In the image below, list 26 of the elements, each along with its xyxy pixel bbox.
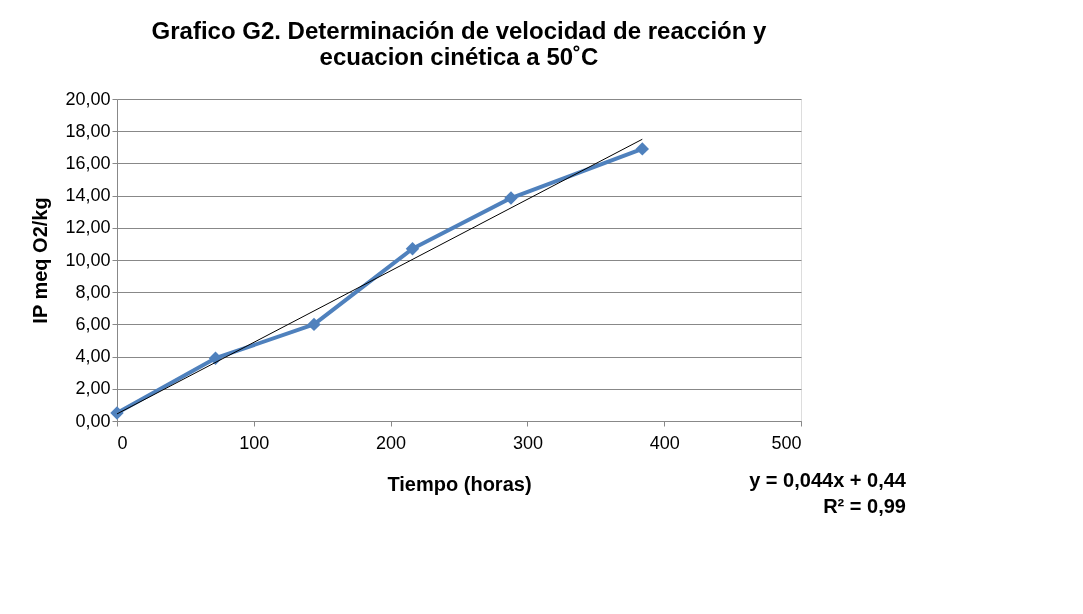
y-tick-label: 20,00: [65, 88, 111, 109]
x-tick-label: 300: [512, 432, 543, 453]
x-tick-label: 200: [376, 432, 407, 453]
point: [405, 242, 420, 256]
x-tick-label: 400: [649, 432, 680, 453]
y-axis-title: IP meq O2/kg: [29, 197, 52, 324]
chart-title: Grafico G2. Determinación de velocidad de reacción y ecuacion cinética a 50˚C: [151, 17, 768, 70]
y-tick-label: 2,00: [75, 378, 111, 399]
y-tick-label: 18,00: [65, 120, 111, 141]
point: [504, 191, 518, 205]
x-tick-label: 100: [239, 432, 270, 453]
text: R² = 0,99: [823, 495, 906, 517]
y-tick-label: 0,00: [75, 410, 111, 431]
y-tick-label: 8,00: [75, 281, 111, 302]
y-tick-label: 14,00: [65, 185, 111, 206]
point: [635, 142, 650, 156]
y-tick-label: 10,00: [65, 249, 111, 270]
y-tick-label: 16,00: [65, 152, 111, 173]
y-tick-label: 6,00: [75, 313, 111, 334]
x-axis-title: Tiempo (horas): [387, 472, 532, 495]
point: [307, 317, 321, 332]
x-tick-label: 0: [117, 432, 128, 453]
y-tick-label: 4,00: [75, 346, 111, 367]
x-tick-label: 500: [771, 432, 802, 453]
y-tick-label: 12,00: [65, 217, 111, 238]
text: y = 0,044x + 0,44: [749, 469, 907, 491]
